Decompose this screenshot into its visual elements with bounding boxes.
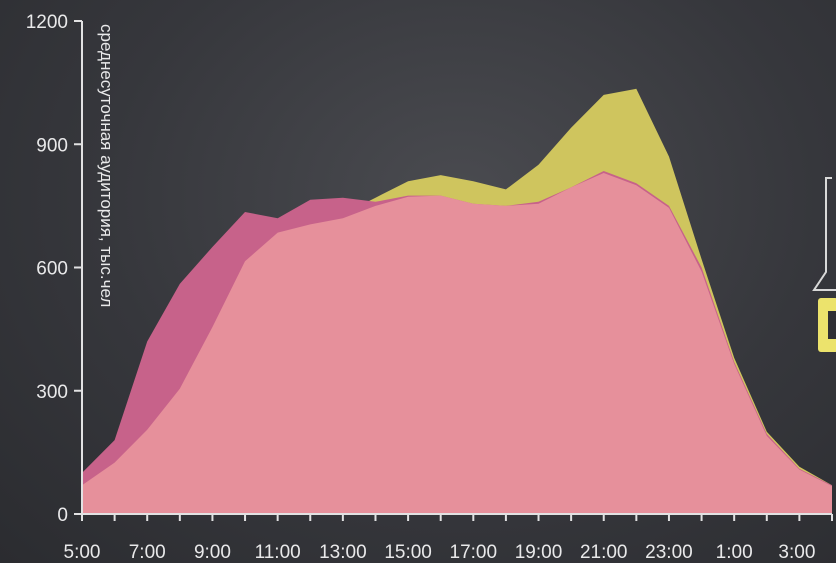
x-tick-label: 7:00 <box>129 542 166 563</box>
cropped-right-panel <box>812 177 836 352</box>
x-tick-label: 15:00 <box>384 542 432 563</box>
x-tick-label: 1:00 <box>716 542 753 563</box>
x-tick-label: 19:00 <box>515 542 563 563</box>
x-tick-label: 23:00 <box>645 542 693 563</box>
x-tick-label: 13:00 <box>319 542 367 563</box>
cropped-bracket-icon <box>812 177 836 291</box>
x-tick-label: 5:00 <box>64 542 101 563</box>
axes-group: 0 300 600 900 1200 5:00 7:00 9:00 11:00 13:00 15:0… <box>26 12 833 563</box>
y-tick-label: 1200 <box>26 12 68 33</box>
x-tick-label: 9:00 <box>194 542 231 563</box>
x-tick-label: 21:00 <box>580 542 628 563</box>
y-tick-label: 600 <box>36 259 68 280</box>
area-series-3 <box>82 173 832 514</box>
x-tick-label: 11:00 <box>255 542 301 563</box>
x-tick-label: 17:00 <box>450 542 498 563</box>
y-tick-label: 0 <box>57 505 68 526</box>
y-axis-label: среднесуточная аудитория, тыс.чел <box>97 24 116 307</box>
y-tick-label: 900 <box>36 135 68 156</box>
area-series-group <box>82 88 832 515</box>
cropped-badge-text-mark <box>828 311 836 339</box>
y-tick-label: 300 <box>36 382 68 403</box>
x-tick-label: 3:00 <box>778 542 815 563</box>
